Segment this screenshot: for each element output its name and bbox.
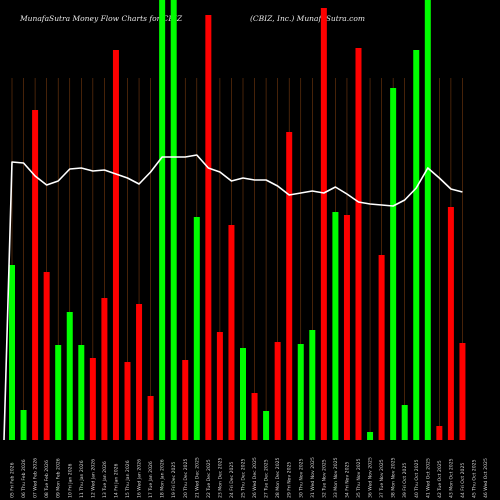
x-tick-label: 40 Thu Oct 2025 — [414, 459, 420, 498]
money-flow-bar — [216, 332, 223, 440]
money-flow-bar — [320, 8, 327, 440]
x-tick-label: 46 Wed Oct 2025 — [483, 458, 489, 498]
money-flow-bar — [459, 343, 466, 440]
x-tick-label: 35 Thu Nov 2025 — [356, 458, 362, 498]
price-line-path — [3, 154, 463, 441]
money-flow-bar — [228, 225, 235, 440]
x-tick-labels: 05 Fri Feb 2026 06 Thu Feb 2026 07 Wed Feb… — [10, 457, 490, 498]
x-tick-label: 27 Tue Dec 2025 — [264, 459, 270, 498]
money-flow-bar — [89, 358, 96, 440]
chart-title: MunafaSutra Money Flow Charts for CBIZ — [20, 14, 183, 23]
money-flow-bar — [436, 426, 443, 440]
money-flow-bar — [170, 0, 177, 440]
money-flow-bar — [413, 50, 420, 440]
money-flow-bar — [124, 362, 131, 440]
money-flow-bar — [43, 272, 50, 440]
x-tick-label: 38 Mon Nov 2025 — [391, 457, 397, 498]
money-flow-bar — [147, 396, 154, 440]
x-tick-label: 16 Wed Jan 2026 — [137, 459, 143, 498]
x-tick-label: 23 Mon Dec 2025 — [217, 457, 223, 498]
x-tick-label: 29 Fri Nov 2025 — [287, 462, 293, 498]
money-flow-bar — [9, 265, 15, 440]
x-tick-label: 43 Mon Oct 2025 — [448, 458, 454, 498]
money-flow-bar — [390, 88, 397, 440]
money-flow-bar — [367, 432, 374, 440]
money-flow-bar — [240, 348, 246, 440]
x-tick-label: 44 Fri Oct 2025 — [460, 463, 466, 498]
money-flow-bar — [343, 215, 350, 440]
x-tick-label: 31 Wed Nov 2025 — [310, 457, 316, 498]
money-flow-bar — [20, 410, 27, 440]
x-tick-label: 21 Wed Dec 2025 — [194, 457, 200, 498]
money-flow-bar — [182, 360, 189, 440]
x-tick-label: 05 Fri Feb 2026 — [10, 462, 16, 498]
x-tick-label: 45 Thu Oct 2025 — [472, 459, 478, 498]
price-line — [3, 154, 463, 441]
x-tick-label: 41 Wed Oct 2025 — [425, 458, 431, 498]
x-tick-label: 13 Tue Jan 2026 — [102, 461, 108, 498]
x-tick-label: 18 Mon Jan 2026 — [160, 459, 166, 498]
money-flow-bar — [136, 304, 143, 440]
money-flow-bar — [286, 132, 293, 440]
money-flow-bar — [297, 344, 304, 440]
money-flow-bar — [274, 342, 281, 440]
x-tick-label: 20 Thu Dec 2025 — [183, 458, 189, 498]
money-flow-bar — [424, 0, 431, 440]
x-tick-label: 07 Wed Feb 2026 — [33, 458, 39, 498]
money-flow-bar — [101, 298, 108, 440]
money-flow-bar — [193, 217, 200, 440]
money-flow-bar — [401, 405, 408, 440]
money-flow-bar — [309, 330, 316, 440]
x-tick-label: 28 Mon Dec 2025 — [275, 457, 281, 498]
x-tick-label: 12 Wed Jan 2026 — [90, 459, 96, 498]
x-tick-label: 42 Tue Oct 2025 — [437, 460, 443, 498]
x-tick-label: 39 Fri Oct 2025 — [402, 463, 408, 498]
x-tick-label: 36 Wed Nov 2025 — [368, 457, 374, 498]
money-flow-bar — [378, 255, 385, 440]
x-tick-label: 25 Thu Dec 2025 — [241, 458, 247, 498]
money-flow-bar — [447, 207, 454, 440]
x-tick-label: 19 Fri Dec 2025 — [171, 462, 177, 498]
x-tick-label: 37 Tue Nov 2025 — [379, 459, 385, 498]
money-flow-bar — [332, 212, 339, 440]
x-tick-label: 30 Thu Nov 2025 — [298, 458, 304, 498]
x-tick-label: 34 Fri Nov 2025 — [344, 462, 350, 498]
x-tick-label: 11 Thu Jan 2026 — [79, 460, 85, 498]
money-flow-bar — [112, 50, 119, 440]
x-tick-label: 10 Fri Jan 2026 — [67, 463, 73, 498]
money-flow-bars — [9, 0, 466, 440]
x-tick-label: 08 Tue Feb 2026 — [44, 460, 50, 498]
money-flow-bar — [66, 312, 73, 440]
money-flow-bar — [205, 15, 212, 440]
x-tick-label: 33 Mon Nov 2025 — [333, 457, 339, 498]
x-tick-label: 32 Tue Nov 2025 — [321, 459, 327, 498]
x-tick-label: 06 Thu Feb 2026 — [21, 459, 27, 498]
x-tick-label: 14 Fri Jan 2026 — [113, 463, 119, 498]
money-flow-bar — [355, 48, 362, 440]
money-flow-bar — [78, 345, 85, 440]
chart-subtitle: (CBIZ, Inc.) MunafaSutra.com — [250, 14, 365, 23]
x-tick-label: 24 Fri Dec 2025 — [229, 462, 235, 498]
chart-header: MunafaSutra Money Flow Charts for CBIZ (… — [0, 0, 500, 30]
money-flow-bar — [251, 393, 258, 440]
x-tick-label: 22 Tue Dec 2025 — [206, 459, 212, 498]
x-tick-label: 15 Thu Jan 2026 — [125, 460, 131, 498]
money-flow-bar — [55, 345, 62, 440]
money-flow-bar — [159, 0, 166, 440]
money-flow-bar — [263, 411, 270, 440]
x-tick-label: 09 Mon Feb 2026 — [56, 458, 62, 498]
money-flow-bar — [32, 110, 39, 440]
x-tick-label: 17 Tue Jan 2026 — [148, 461, 154, 498]
x-tick-label: 26 Wed Dec 2025 — [252, 457, 258, 498]
